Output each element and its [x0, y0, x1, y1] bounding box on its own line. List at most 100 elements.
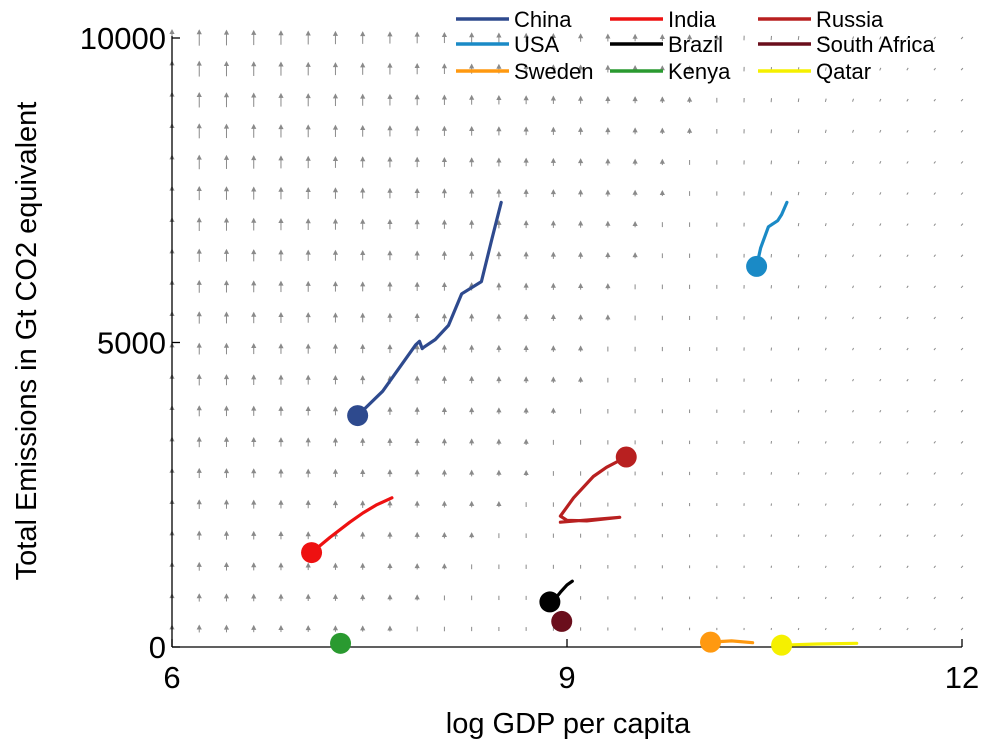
- field-arrow-head: [414, 313, 420, 319]
- field-arrow: [441, 94, 448, 105]
- field-arrow-head: [469, 125, 475, 131]
- field-arrow-head: [360, 124, 366, 130]
- field-arrow: [879, 36, 882, 40]
- field-arrow-head: [332, 374, 339, 380]
- field-arrow-head: [251, 92, 257, 98]
- field-arrow: [797, 36, 800, 40]
- field-arrow: [360, 437, 366, 447]
- field-arrow-head: [223, 530, 230, 536]
- field-arrow-head: [251, 374, 257, 380]
- series-qatar: [771, 634, 859, 656]
- field-arrow: [251, 562, 257, 571]
- field-arrow-head: [305, 312, 311, 318]
- field-arrow-head: [251, 249, 257, 255]
- field-arrow: [251, 530, 257, 540]
- field-arrow-shaft: [852, 378, 854, 382]
- field-arrow-head: [686, 96, 693, 102]
- field-arrow: [797, 98, 800, 103]
- field-arrow-head: [223, 154, 230, 160]
- field-arrow-head: [387, 219, 393, 225]
- field-arrow: [578, 220, 584, 228]
- field-arrow-head: [223, 92, 230, 98]
- field-arrow: [933, 254, 936, 258]
- field-arrow: [523, 251, 529, 260]
- field-arrow-head: [659, 189, 665, 195]
- field-arrow: [223, 29, 230, 46]
- field-arrow-head: [305, 374, 311, 380]
- field-arrow-head: [223, 499, 230, 505]
- field-arrow: [906, 67, 909, 71]
- field-arrow-head: [414, 219, 420, 225]
- field-arrow-shaft: [960, 223, 964, 226]
- field-arrow: [414, 62, 420, 75]
- field-arrow-head: [251, 123, 257, 129]
- series-start-marker: [615, 446, 637, 468]
- series-usa: [746, 200, 789, 277]
- field-arrow-head: [605, 189, 611, 195]
- field-arrow: [496, 251, 502, 260]
- field-arrow-head: [414, 250, 420, 256]
- field-arrow: [414, 125, 420, 137]
- field-arrow-shaft: [852, 534, 854, 537]
- field-arrow: [360, 375, 366, 385]
- field-arrow: [441, 219, 448, 229]
- field-arrow: [278, 280, 284, 293]
- field-arrow-head: [251, 186, 257, 192]
- field-arrow: [578, 189, 584, 197]
- field-arrow: [332, 30, 339, 45]
- field-arrow: [632, 96, 638, 104]
- field-arrow: [960, 192, 964, 195]
- field-arrow: [196, 342, 202, 355]
- field-arrow: [960, 98, 964, 102]
- field-arrow: [797, 441, 800, 444]
- field-arrow-head: [605, 127, 611, 133]
- legend-label: India: [668, 7, 716, 32]
- field-arrow: [278, 311, 284, 323]
- field-arrow: [332, 562, 339, 570]
- field-arrow-head: [223, 593, 230, 599]
- field-arrow-shaft: [797, 534, 800, 537]
- field-arrow-shaft: [933, 223, 936, 226]
- field-arrow: [960, 534, 964, 538]
- field-arrow-head: [332, 155, 339, 161]
- field-arrow: [852, 98, 854, 102]
- field-arrow: [441, 344, 448, 353]
- field-arrow: [879, 596, 882, 600]
- field-arrow-head: [305, 61, 311, 67]
- legend-entry: China: [456, 7, 572, 32]
- field-arrow: [496, 438, 502, 446]
- field-arrow: [278, 624, 284, 633]
- field-arrow: [414, 187, 420, 199]
- field-arrow-shaft: [852, 36, 854, 40]
- field-arrow: [223, 154, 230, 169]
- field-arrow: [906, 347, 909, 351]
- field-arrow: [933, 347, 936, 351]
- field-arrow-shaft: [797, 596, 800, 600]
- legend-label: Qatar: [816, 59, 871, 84]
- field-arrow: [387, 62, 393, 75]
- field-arrow: [332, 281, 339, 292]
- field-arrow-head: [305, 218, 311, 224]
- field-arrow: [278, 186, 284, 200]
- field-arrow-head: [387, 156, 393, 162]
- field-arrow-head: [360, 437, 366, 443]
- field-arrow: [414, 406, 420, 415]
- field-arrow: [278, 155, 284, 169]
- field-arrow: [605, 64, 611, 73]
- field-arrow: [797, 503, 800, 506]
- field-arrow: [305, 124, 311, 138]
- field-arrow-shaft: [797, 191, 800, 196]
- field-arrow: [251, 29, 257, 46]
- field-arrow: [960, 161, 964, 164]
- field-arrow-shaft: [879, 285, 882, 289]
- field-arrow: [686, 96, 693, 103]
- field-arrow-head: [278, 405, 284, 411]
- field-arrow: [933, 67, 936, 71]
- field-arrow: [686, 34, 693, 41]
- field-arrow-shaft: [906, 129, 909, 133]
- field-arrow-head: [196, 373, 202, 379]
- field-arrow-head: [496, 282, 502, 288]
- field-arrow-head: [496, 313, 502, 319]
- field-arrow-shaft: [879, 565, 882, 569]
- field-arrow-shaft: [960, 36, 964, 40]
